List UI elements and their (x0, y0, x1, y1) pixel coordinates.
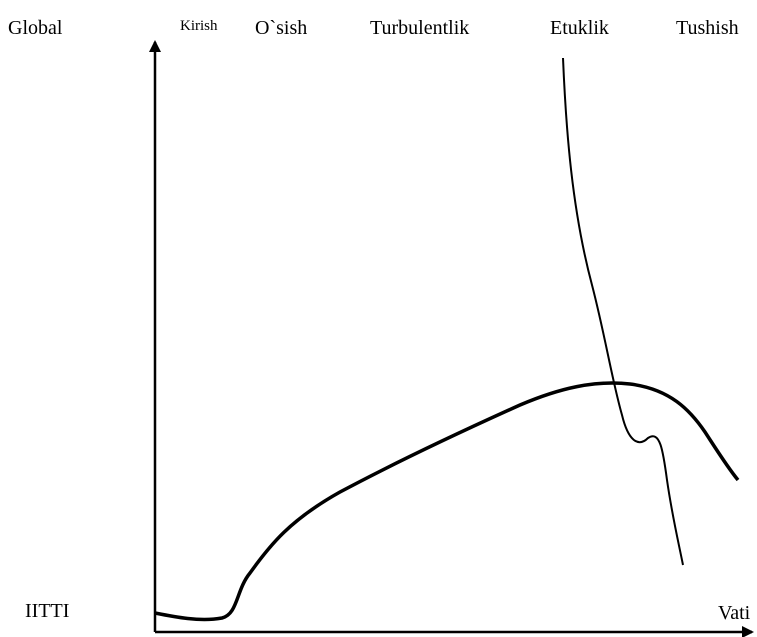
label-tushish: Tushish (676, 17, 739, 39)
label-iitti: IITTI (25, 600, 69, 622)
label-global: Global (8, 17, 63, 39)
label-kirish: Kirish (180, 18, 218, 34)
label-turbulentlik: Turbulentlik (370, 17, 469, 39)
efficiency-curve (562, 57, 684, 566)
label-vati: Vati (718, 602, 751, 624)
lifecycle-curve (154, 381, 740, 622)
label-osish: O`sish (255, 17, 307, 39)
label-etuklik: Etuklik (550, 17, 609, 39)
